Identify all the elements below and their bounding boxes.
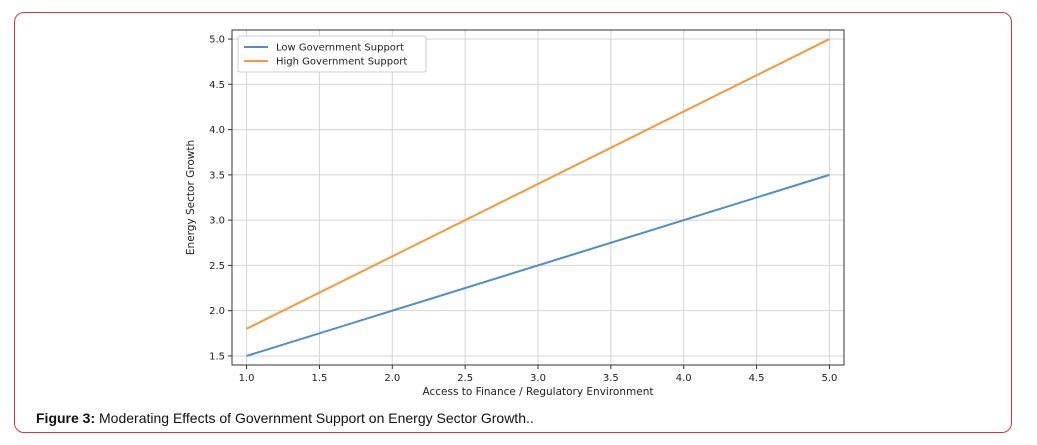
y-tick-label: 3.0 — [209, 216, 225, 227]
x-tick-label: 1.5 — [311, 373, 327, 384]
series-line-1 — [246, 38, 830, 330]
x-axis-label: Access to Finance / Regulatory Environme… — [423, 386, 654, 398]
y-tick-label: 1.5 — [209, 351, 225, 362]
legend-box — [237, 35, 427, 73]
y-axis-label: Energy Sector Growth — [185, 140, 197, 255]
x-tick-label: 2.0 — [384, 373, 400, 384]
line-chart: 1.0 1.5 2.0 2.5 3.0 3.5 4.0 4.5 5.0 1.5 2.0 2.5 3.0 3… — [185, 29, 845, 398]
figure-caption: Figure 3: Moderating Effects of Governme… — [36, 410, 534, 426]
x-tick-label: 5.0 — [821, 373, 837, 384]
x-tick-label: 4.0 — [676, 373, 692, 384]
y-tick-label: 5.0 — [209, 35, 225, 46]
series-line-0 — [246, 173, 830, 357]
legend-label: High Government Support — [276, 57, 407, 68]
y-tick-label: 4.0 — [209, 125, 225, 136]
y-tick-label: 3.5 — [209, 170, 225, 181]
x-tick-label: 1.0 — [239, 373, 255, 384]
x-tick-label: 3.5 — [603, 373, 619, 384]
caption-label: Figure 3: — [36, 410, 96, 426]
figure-frame — [14, 12, 1012, 433]
legend-label: Low Government Support — [276, 43, 404, 54]
y-tick-label: 2.5 — [209, 261, 225, 272]
y-tick-label: 4.5 — [209, 80, 225, 91]
caption-text: Moderating Effects of Government Support… — [99, 410, 534, 426]
chart: 1.0 1.5 2.0 2.5 3.0 3.5 4.0 4.5 5.0 1.5 2.0 2.5 3.0 3… — [170, 24, 860, 404]
x-tick-label: 2.5 — [457, 373, 473, 384]
y-tick-label: 2.0 — [209, 306, 225, 317]
x-tick-label: 3.0 — [530, 373, 546, 384]
x-tick-label: 4.5 — [749, 373, 765, 384]
